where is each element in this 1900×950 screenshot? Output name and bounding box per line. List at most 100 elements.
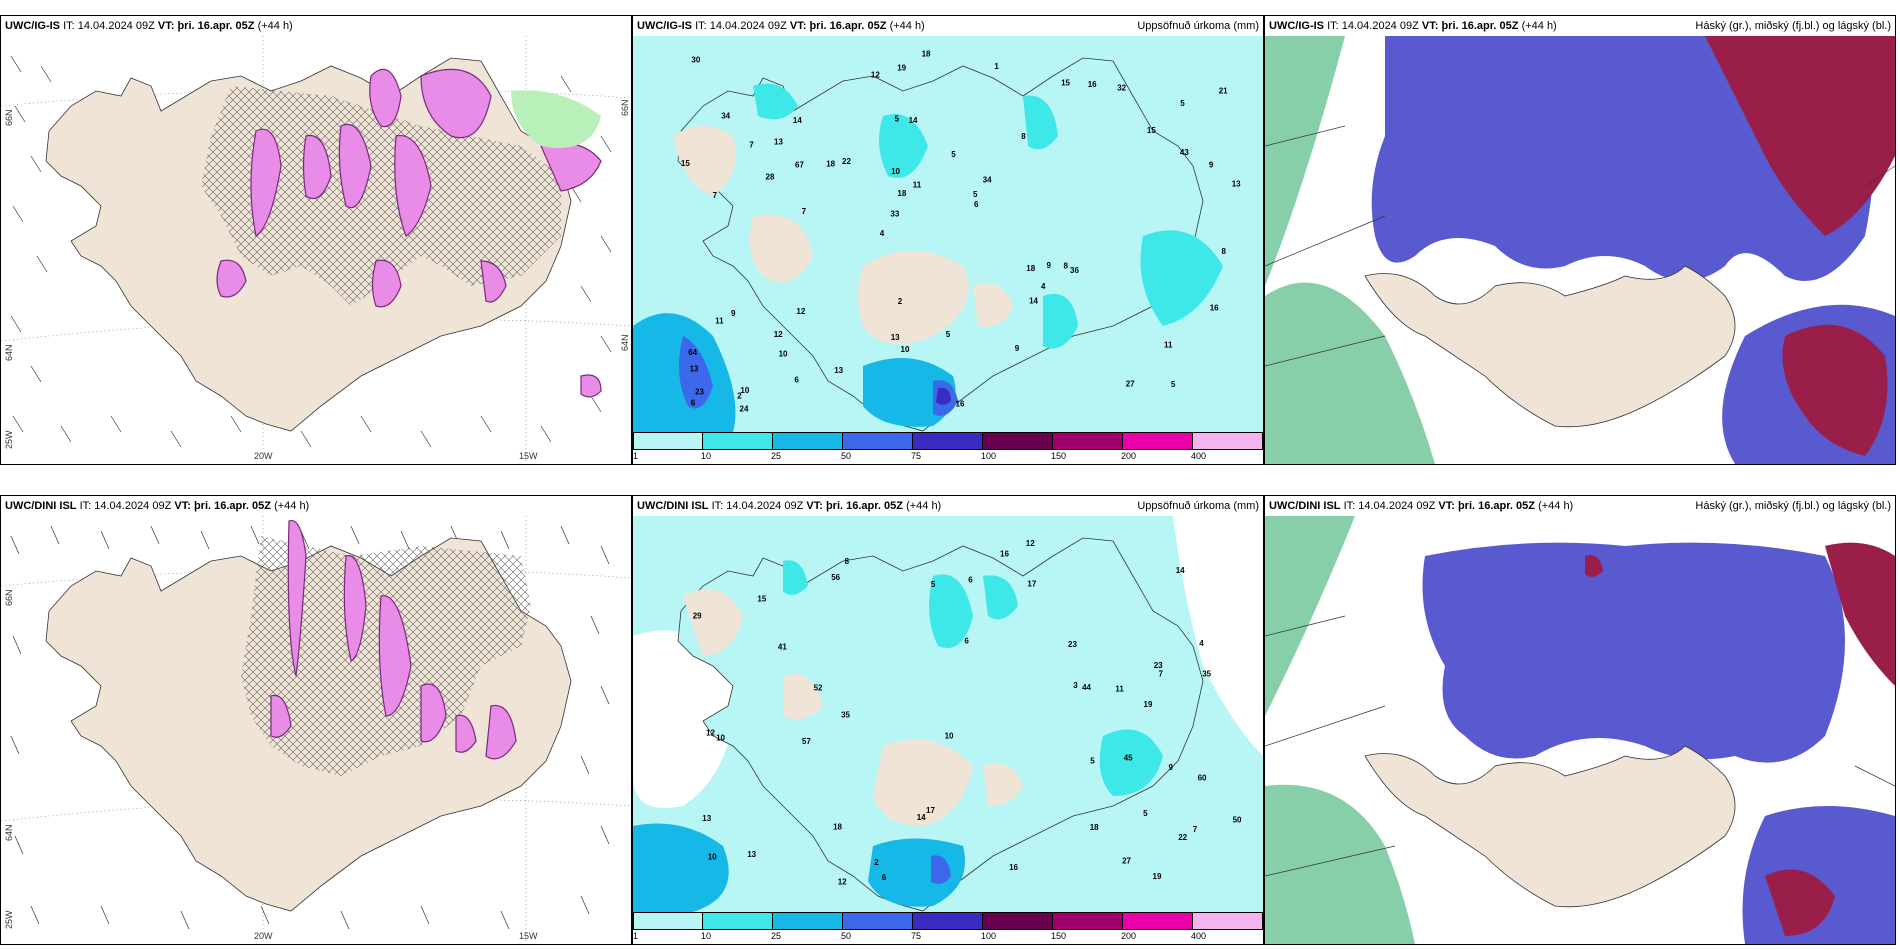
precip-value-label: 10 [945, 732, 954, 741]
precip-value-label: 60 [1198, 773, 1207, 782]
wind-barbs [10, 525, 610, 930]
colorbar-tick: 200 [1121, 451, 1137, 461]
precip-value-label: 7 [713, 191, 718, 200]
map-svg [1265, 516, 1895, 944]
precip-value-label: 14 [1176, 566, 1185, 575]
precip-value-labels: 5476108231814413529196131522561771210163… [693, 539, 1242, 887]
precip-value-label: 23 [1154, 661, 1163, 670]
precip-value-label: 30 [691, 56, 700, 65]
precip-value-label: 9 [1169, 763, 1174, 772]
precip-value-label: 11 [1164, 341, 1173, 350]
precip-value-label: 2 [874, 858, 879, 867]
precip-value-label: 4 [1041, 282, 1046, 291]
map-area[interactable] [1, 516, 631, 944]
precip-value-label: 6 [794, 375, 799, 384]
map-area[interactable]: 5 7 5 4 8 10 5 5 9 22 13 10 14 34 36 34 19 13 18 43 33 13 18 14… [633, 36, 1263, 432]
valid-time: þri. 16.apr. 05Z [177, 20, 255, 32]
colorbar-segment [633, 432, 703, 450]
colorbar-segment [983, 432, 1053, 450]
colorbar-segment [633, 912, 703, 930]
colorbar-tick: 75 [911, 931, 922, 941]
colorbar-tick: 400 [1191, 931, 1207, 941]
map-svg [1, 516, 631, 944]
colorbar: 1 10 25 50 75 100 150 200 400 [633, 912, 1263, 944]
colorbar-tick: 1 [633, 931, 639, 941]
lon-label-15w: 15W [519, 931, 538, 941]
colorbar-tick: 150 [1051, 931, 1067, 941]
precip-value-label: 13 [702, 814, 711, 823]
map-area[interactable] [1265, 516, 1895, 944]
mid-cloud-red [1705, 36, 1895, 456]
precip-value-label: 11 [913, 180, 922, 189]
precip-value-label: 8 [1222, 247, 1227, 256]
precip-value-label: 15 [1147, 126, 1156, 135]
map-svg [1, 36, 631, 464]
precip-value-label: 57 [802, 737, 811, 746]
precip-value-label: 56 [831, 573, 840, 582]
panel-header: UWC/DINI ISL IT: 14.04.2024 09Z VT: þri.… [1, 496, 631, 516]
high-cloud-green [1265, 36, 1435, 464]
panel-bottom-left-snow-wind: UWC/DINI ISL IT: 14.04.2024 09Z VT: þri.… [0, 495, 632, 945]
model-name: UWC/IG-IS [1269, 20, 1324, 32]
precip-value-label: 13 [891, 333, 900, 342]
very-heavy-precip [931, 855, 951, 884]
panel-top-left-snow-wind: UWC/IG-IS IT: 14.04.2024 09Z VT: þri. 16… [0, 15, 632, 465]
precip-value-label: 24 [740, 405, 749, 414]
colorbar-tick: 25 [771, 931, 782, 941]
panel-header: UWC/IG-IS IT: 14.04.2024 09Z VT: þri. 16… [1, 16, 631, 36]
map-area[interactable]: 5 4 7 6 10 8 23 18 14 41 35 29 19 6 13 15 22 56 17 7 12 10 16 3… [633, 516, 1263, 912]
colorbar-tick: 100 [981, 451, 997, 461]
panel-top-right-clouds: UWC/IG-IS IT: 14.04.2024 09Z VT: þri. 16… [1264, 15, 1896, 465]
colorbar-segment [983, 912, 1053, 930]
init-time: 14.04.2024 09Z [1358, 500, 1436, 512]
panel-bottom-mid-precip: UWC/DINI ISL IT: 14.04.2024 09Z VT: þri.… [632, 495, 1264, 945]
precip-value-label: 12 [838, 878, 847, 887]
init-time: 14.04.2024 09Z [1341, 20, 1419, 32]
precip-value-label: 67 [795, 160, 804, 169]
lat-label-66n: 66N [4, 109, 14, 126]
precip-value-labels: 5754810559221310143436341913184333131814… [681, 50, 1241, 414]
extreme-precip [936, 387, 951, 405]
map-area[interactable] [1, 36, 631, 464]
heavy-precip [633, 823, 965, 912]
precip-value-label: 1 [994, 62, 999, 71]
mid-cloud-red [1585, 542, 1895, 936]
colorbar-tick: 400 [1191, 451, 1207, 461]
lat-label-right-66n: 66N [620, 99, 630, 116]
precip-value-label: 2 [737, 391, 742, 400]
lat-label-66n: 66N [4, 589, 14, 606]
precip-value-label: 35 [1202, 669, 1211, 678]
valid-time: þri. 16.apr. 05Z [1441, 20, 1519, 32]
colorbar-segment [1053, 432, 1123, 450]
lon-label-25w: 25W [4, 430, 14, 449]
lead-time: (+44 h) [906, 500, 942, 512]
precip-value-label: 5 [1143, 809, 1148, 818]
precip-value-label: 19 [1153, 872, 1162, 881]
lat-label-64n: 64N [4, 344, 14, 361]
precip-value-label: 27 [1122, 857, 1131, 866]
precip-value-label: 28 [766, 173, 775, 182]
precip-value-label: 12 [706, 729, 715, 738]
init-time: 14.04.2024 09Z [77, 20, 155, 32]
panel-bottom-right-clouds: UWC/DINI ISL IT: 14.04.2024 09Z VT: þri.… [1264, 495, 1896, 945]
colorbar: 1 10 25 50 75 100 150 200 400 [633, 432, 1263, 464]
lon-label-15w: 15W [519, 451, 538, 461]
green-area [511, 90, 601, 148]
precip-value-label: 19 [897, 64, 906, 73]
precip-value-label: 17 [1027, 579, 1036, 588]
precip-value-label: 6 [882, 873, 887, 882]
precip-value-label: 12 [871, 70, 880, 79]
panel-top-mid-precip: UWC/IG-IS IT: 14.04.2024 09Z VT: þri. 16… [632, 15, 1264, 465]
precip-value-label: 6 [964, 637, 969, 646]
map-area[interactable] [1265, 36, 1895, 464]
colorbar-tick: 75 [911, 451, 922, 461]
colorbar-frame [633, 432, 1263, 450]
open-sea-white [633, 516, 1263, 808]
precip-value-label: 10 [779, 349, 788, 358]
snow-cells [270, 519, 517, 760]
colorbar-tick: 25 [771, 451, 782, 461]
precip-value-label: 17 [926, 806, 935, 815]
it-label: IT: [711, 500, 724, 512]
precip-value-label: 8 [845, 557, 850, 566]
panel-header: UWC/DINI ISL IT: 14.04.2024 09Z VT: þri.… [1265, 496, 1895, 516]
